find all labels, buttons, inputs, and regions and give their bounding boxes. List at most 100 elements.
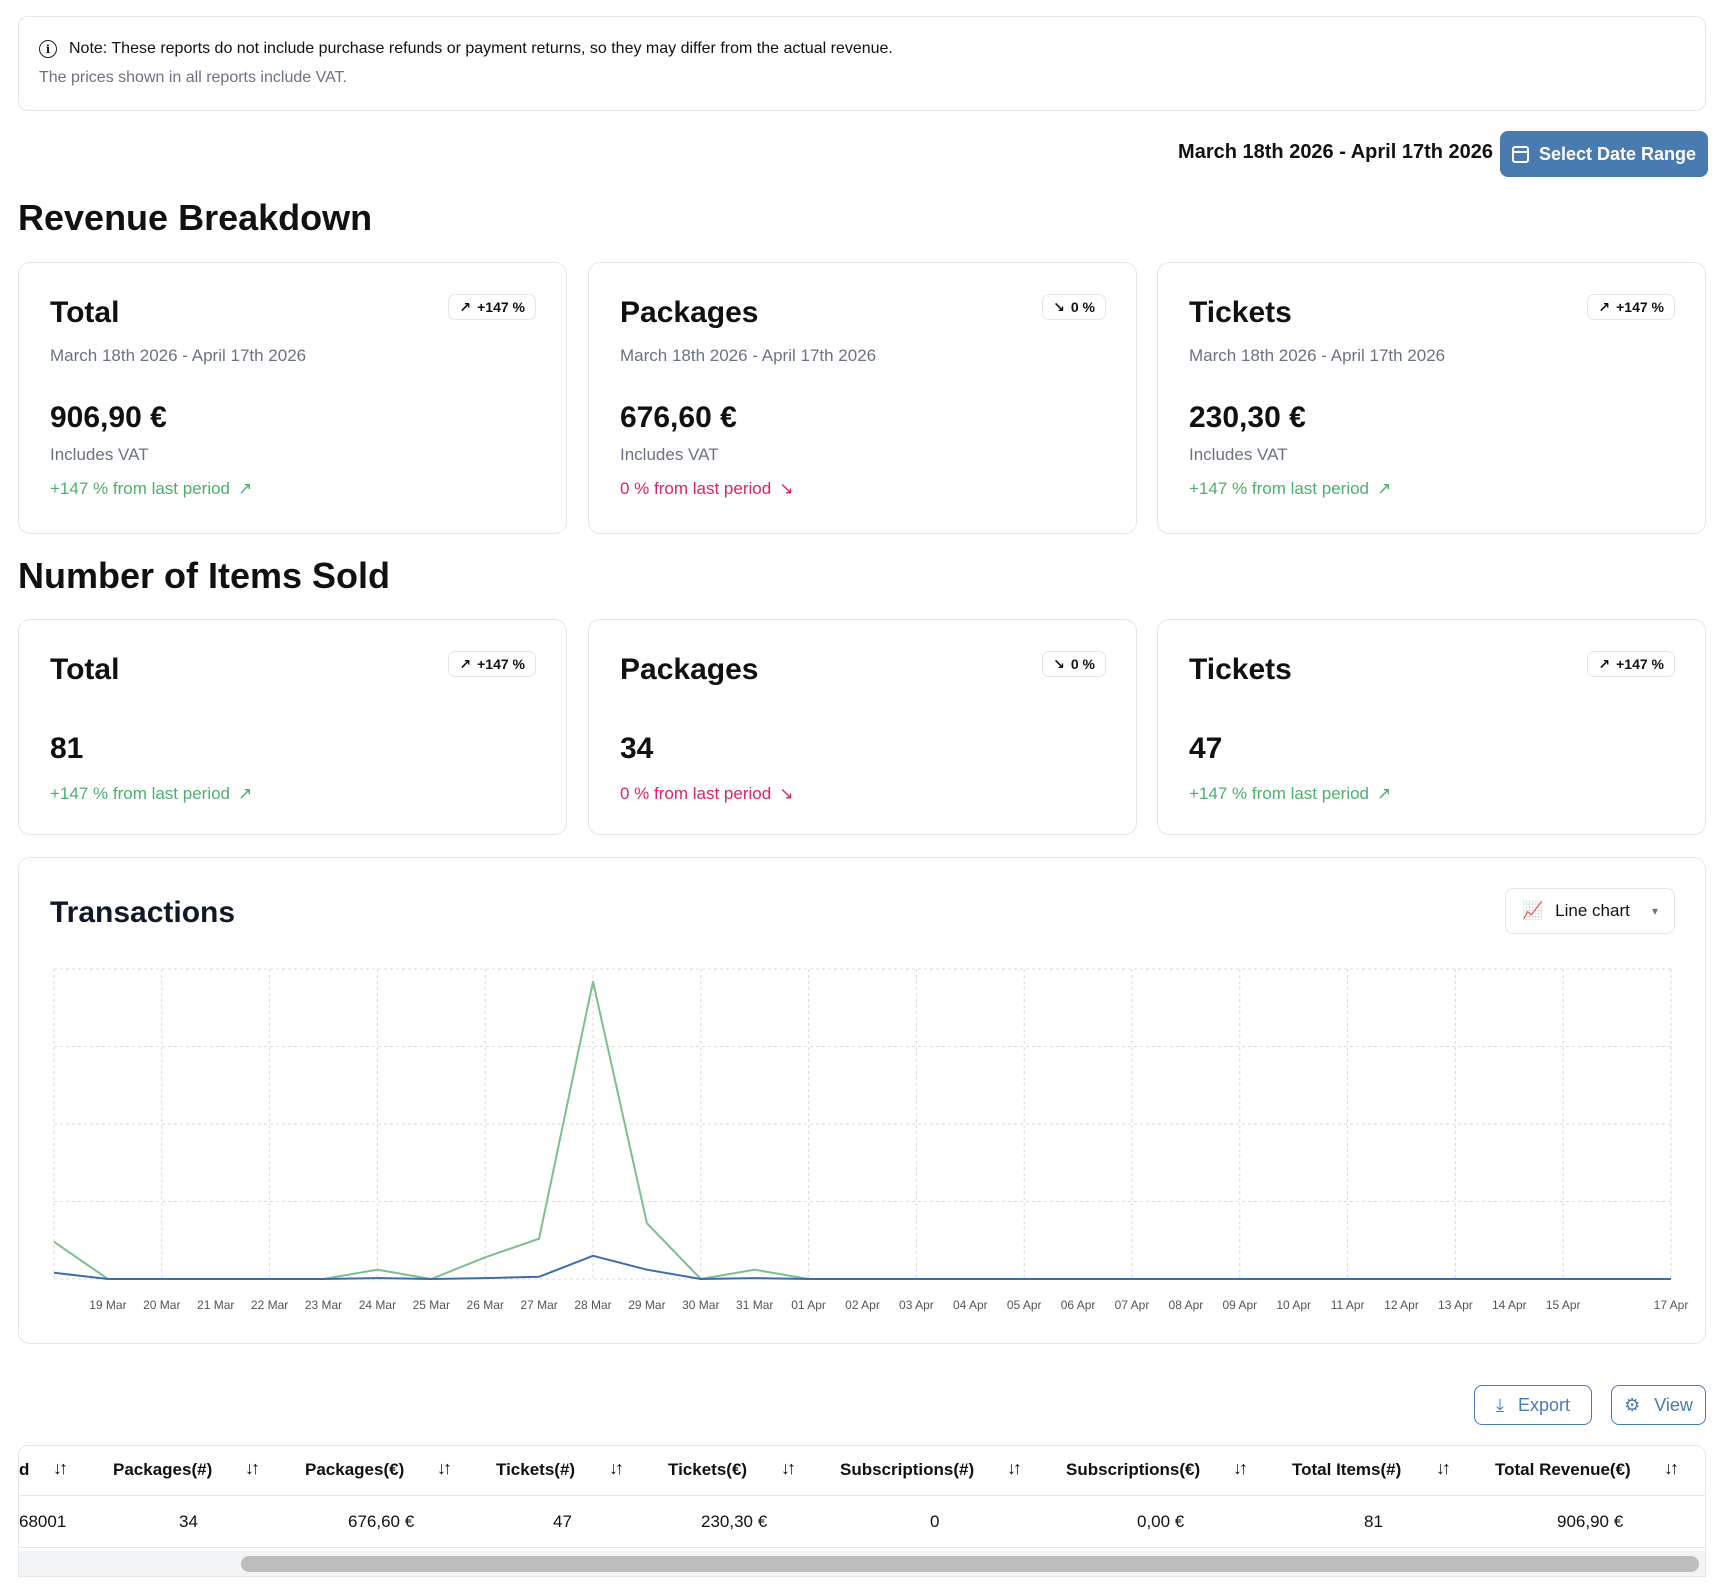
sort-icon[interactable]: ↓↑ xyxy=(1436,1458,1451,1478)
table-header: d ↓↑ Packages(#) ↓↑ Packages(€) ↓↑ Ticke… xyxy=(19,1446,1705,1496)
table-row: 68001 34 676,60 € 47 230,30 € 0 0,00 € 8… xyxy=(19,1496,1705,1548)
card-change: +147 % from last period ↗ xyxy=(1189,479,1392,498)
trend-up-icon: ↗ xyxy=(1598,298,1611,315)
table-cell: 906,90 € xyxy=(1557,1512,1624,1531)
table-cell: 676,60 € xyxy=(348,1512,415,1531)
sort-icon[interactable]: ↓↑ xyxy=(1007,1458,1022,1478)
x-tick-label: 12 Apr xyxy=(1384,1298,1419,1312)
column-header[interactable]: Packages(€) xyxy=(305,1460,405,1479)
trend-up-icon: ↗ xyxy=(1598,655,1611,672)
column-header[interactable]: Subscriptions(€) xyxy=(1066,1460,1201,1479)
column-header[interactable]: Packages(#) xyxy=(113,1460,213,1479)
calendar-icon xyxy=(1511,145,1529,163)
x-tick-label: 24 Mar xyxy=(359,1298,396,1312)
items-card-packages: Packages ↘ 0 % 34 0 % from last period ↘ xyxy=(588,619,1137,835)
x-tick-label: 22 Mar xyxy=(251,1298,288,1312)
x-tick-label: 19 Mar xyxy=(89,1298,126,1312)
x-tick-label: 03 Apr xyxy=(899,1298,934,1312)
card-period: March 18th 2026 - April 17th 2026 xyxy=(1189,346,1446,365)
chart-type-label: Line chart xyxy=(1555,901,1630,920)
sliders-icon: ⚙ xyxy=(1624,1394,1641,1415)
sort-icon[interactable]: ↓↑ xyxy=(781,1458,796,1478)
data-table: d ↓↑ Packages(#) ↓↑ Packages(€) ↓↑ Ticke… xyxy=(18,1445,1706,1577)
trend-up-icon: ↗ xyxy=(238,479,253,498)
items-card-total: Total ↗ +147 % 81 +147 % from last period… xyxy=(18,619,567,835)
card-period: March 18th 2026 - April 17th 2026 xyxy=(620,346,877,365)
card-change: +147 % from last period ↗ xyxy=(50,784,253,803)
table-cell: 0 xyxy=(930,1512,940,1531)
x-tick-label: 26 Mar xyxy=(467,1298,504,1312)
line-chart-icon: 📈 xyxy=(1522,901,1544,920)
table-cell: 0,00 € xyxy=(1137,1512,1185,1531)
change-badge: ↗ +147 % xyxy=(448,294,536,320)
sort-icon[interactable]: ↓↑ xyxy=(245,1458,260,1478)
items-sold-title: Number of Items Sold xyxy=(18,555,391,596)
x-tick-label: 14 Apr xyxy=(1492,1298,1527,1312)
change-badge: ↗ +147 % xyxy=(448,651,536,677)
card-value: 34 xyxy=(620,732,654,765)
date-range-label: March 18th 2026 - April 17th 2026 xyxy=(1178,141,1493,163)
sort-icon[interactable]: ↓↑ xyxy=(53,1458,68,1478)
x-tick-label: 13 Apr xyxy=(1438,1298,1473,1312)
column-header[interactable]: Tickets(€) xyxy=(668,1460,748,1479)
table-cell: 47 xyxy=(553,1512,572,1531)
trend-up-icon: ↗ xyxy=(1377,479,1392,498)
card-title: Tickets xyxy=(1189,653,1292,686)
select-date-range-button[interactable]: Select Date Range xyxy=(1500,131,1708,177)
notice-banner: i Note: These reports do not include pur… xyxy=(18,16,1706,111)
card-title: Total xyxy=(50,653,120,686)
sort-icon[interactable]: ↓↑ xyxy=(437,1458,452,1478)
x-tick-label: 29 Mar xyxy=(628,1298,665,1312)
x-tick-label: 11 Apr xyxy=(1331,1298,1365,1312)
card-change: 0 % from last period ↘ xyxy=(620,784,794,803)
table-cell: 68001 xyxy=(19,1512,67,1531)
column-header[interactable]: d xyxy=(19,1460,30,1479)
x-tick-label: 05 Apr xyxy=(1007,1298,1042,1312)
x-tick-label: 23 Mar xyxy=(305,1298,342,1312)
chevron-down-icon: ▾ xyxy=(1651,904,1658,918)
notice-vat-text: The prices shown in all reports include … xyxy=(39,69,347,86)
trend-down-icon: ↘ xyxy=(1053,655,1065,672)
x-tick-label: 20 Mar xyxy=(143,1298,180,1312)
column-header[interactable]: Subscriptions(#) xyxy=(840,1460,975,1479)
card-change: +147 % from last period ↗ xyxy=(1189,784,1392,803)
card-period: March 18th 2026 - April 17th 2026 xyxy=(50,346,307,365)
scrollbar-thumb[interactable] xyxy=(241,1556,1699,1572)
x-tick-label: 08 Apr xyxy=(1169,1298,1204,1312)
trend-up-icon: ↗ xyxy=(459,298,472,315)
x-tick-label: 28 Mar xyxy=(574,1298,611,1312)
x-tick-label: 17 Apr xyxy=(1654,1298,1689,1312)
transactions-chart: 19 Mar 20 Mar 21 Mar 22 Mar 23 Mar 24 Mar 25 M… xyxy=(53,968,1689,1312)
card-title: Total xyxy=(50,296,120,329)
table-cell: 34 xyxy=(179,1512,198,1531)
x-tick-label: 25 Mar xyxy=(413,1298,450,1312)
notice-line-1: i Note: These reports do not include pur… xyxy=(39,40,893,58)
sort-icon[interactable]: ↓↑ xyxy=(609,1458,624,1478)
card-title: Tickets xyxy=(1189,296,1292,329)
x-tick-label: 10 Apr xyxy=(1276,1298,1311,1312)
card-change: 0 % from last period ↘ xyxy=(620,479,794,498)
transactions-title: Transactions xyxy=(50,896,236,929)
card-title: Packages xyxy=(620,296,759,329)
x-tick-label: 07 Apr xyxy=(1115,1298,1150,1312)
info-icon: i xyxy=(39,40,57,58)
sort-icon[interactable]: ↓↑ xyxy=(1233,1458,1248,1478)
table-cell: 81 xyxy=(1364,1512,1383,1531)
column-header[interactable]: Total Items(#) xyxy=(1292,1460,1402,1479)
revenue-card-packages: Packages ↘ 0 % March 18th 2026 - April 17… xyxy=(588,262,1137,534)
card-vat-note: Includes VAT xyxy=(620,445,719,464)
x-tick-label: 30 Mar xyxy=(682,1298,719,1312)
change-badge: ↘ 0 % xyxy=(1042,651,1106,677)
revenue-card-total: Total ↗ +147 % March 18th 2026 - April 17… xyxy=(18,262,567,534)
export-button[interactable]: ⤓ Export xyxy=(1474,1385,1592,1425)
sort-icon[interactable]: ↓↑ xyxy=(1664,1458,1679,1478)
column-header[interactable]: Total Revenue(€) xyxy=(1495,1460,1631,1479)
revenue-breakdown-title: Revenue Breakdown xyxy=(18,197,373,238)
view-button[interactable]: ⚙ View xyxy=(1611,1385,1706,1425)
column-header[interactable]: Tickets(#) xyxy=(496,1460,576,1479)
horizontal-scrollbar[interactable] xyxy=(19,1551,1705,1576)
chart-type-select[interactable]: 📈 Line chart ▾ xyxy=(1505,888,1675,934)
x-tick-label: 31 Mar xyxy=(736,1298,773,1312)
change-badge: ↗ +147 % xyxy=(1587,651,1675,677)
card-value: 676,60 € xyxy=(620,401,737,434)
